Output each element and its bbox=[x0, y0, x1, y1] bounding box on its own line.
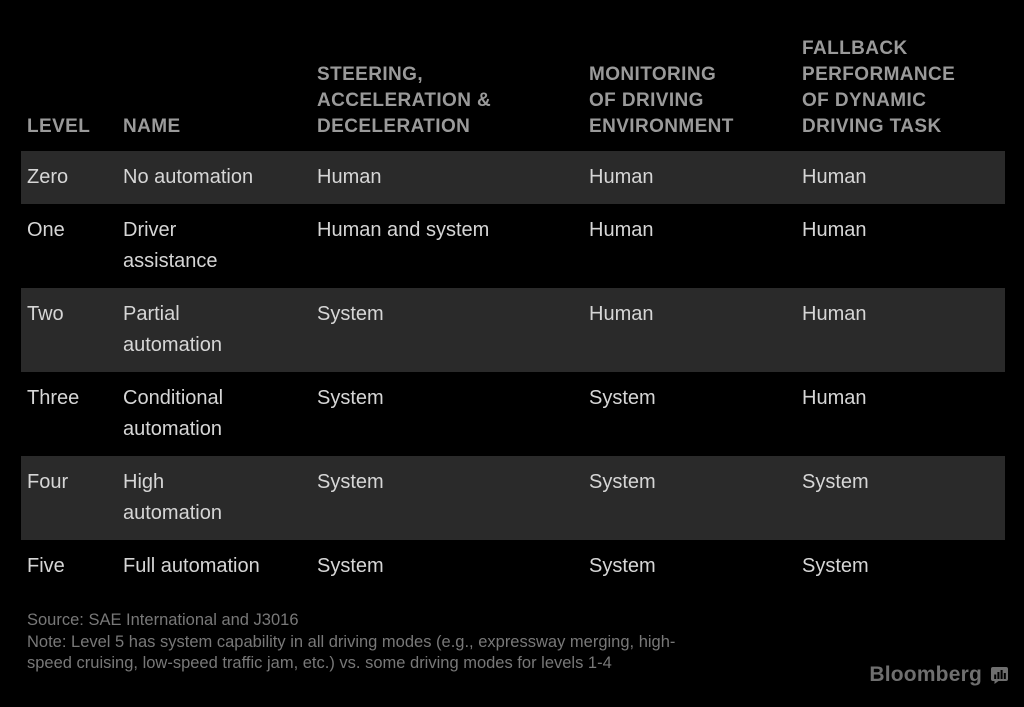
cell-level: Zero bbox=[27, 166, 69, 188]
footer-notes: Source: SAE International and J3016 Note… bbox=[27, 610, 1024, 675]
cell-fallback: Human bbox=[802, 219, 867, 241]
cell-fallback: Human bbox=[802, 166, 867, 188]
note-line: Note: Level 5 has system capability in a… bbox=[27, 632, 676, 673]
column-header-monitoring: MONITORING OF DRIVING ENVIRONMENT bbox=[589, 64, 734, 137]
cell-level: Five bbox=[27, 555, 65, 577]
cell-monitoring: Human bbox=[589, 166, 654, 188]
cell-level: One bbox=[27, 219, 65, 241]
cell-name: High automation bbox=[123, 471, 222, 524]
table-header-row: LEVEL NAME STEERING, ACCELERATION & DECE… bbox=[21, 0, 1005, 151]
automation-levels-table: LEVEL NAME STEERING, ACCELERATION & DECE… bbox=[21, 0, 1005, 593]
table-row-five: Five Full automation System System Syste… bbox=[21, 540, 1005, 593]
cell-fallback: System bbox=[802, 471, 869, 493]
cell-level: Four bbox=[27, 471, 69, 493]
cell-level: Two bbox=[27, 303, 64, 325]
cell-steering: System bbox=[317, 471, 384, 493]
cell-fallback: Human bbox=[802, 387, 867, 409]
column-header-name: NAME bbox=[123, 116, 181, 137]
cell-monitoring: Human bbox=[589, 219, 654, 241]
cell-level: Three bbox=[27, 387, 80, 409]
table-row-four: Four High automation System System Syste… bbox=[21, 456, 1005, 540]
cell-name: Driver assistance bbox=[123, 219, 218, 272]
cell-fallback: Human bbox=[802, 303, 867, 325]
table-row-two: Two Partial automation System Human Huma… bbox=[21, 288, 1005, 372]
cell-name: No automation bbox=[123, 166, 254, 188]
column-header-steering: STEERING, ACCELERATION & DECELERATION bbox=[317, 64, 492, 137]
column-header-level: LEVEL bbox=[27, 116, 91, 137]
bloomberg-logo: Bloomberg bbox=[869, 663, 1009, 687]
cell-steering: System bbox=[317, 303, 384, 325]
cell-fallback: System bbox=[802, 555, 869, 577]
cell-steering: System bbox=[317, 555, 384, 577]
cell-name: Conditional automation bbox=[123, 387, 224, 440]
table-row-one: One Driver assistance Human and system H… bbox=[21, 204, 1005, 288]
column-header-fallback: FALLBACK PERFORMANCE OF DYNAMIC DRIVING … bbox=[802, 38, 956, 137]
cell-monitoring: System bbox=[589, 471, 656, 493]
cell-monitoring: Human bbox=[589, 303, 654, 325]
cell-steering: Human and system bbox=[317, 219, 490, 241]
table-row-three: Three Conditional automation System Syst… bbox=[21, 372, 1005, 456]
cell-steering: System bbox=[317, 387, 384, 409]
bloomberg-wordmark: Bloomberg bbox=[869, 663, 982, 686]
cell-steering: Human bbox=[317, 166, 382, 188]
cell-monitoring: System bbox=[589, 387, 656, 409]
cell-monitoring: System bbox=[589, 555, 656, 577]
cell-name: Partial automation bbox=[123, 303, 222, 356]
source-line: Source: SAE International and J3016 bbox=[27, 611, 299, 629]
cell-name: Full automation bbox=[123, 555, 260, 577]
bloomberg-chart-bubble-icon bbox=[991, 666, 1008, 684]
table-row-zero: Zero No automation Human Human Human bbox=[21, 151, 1005, 204]
